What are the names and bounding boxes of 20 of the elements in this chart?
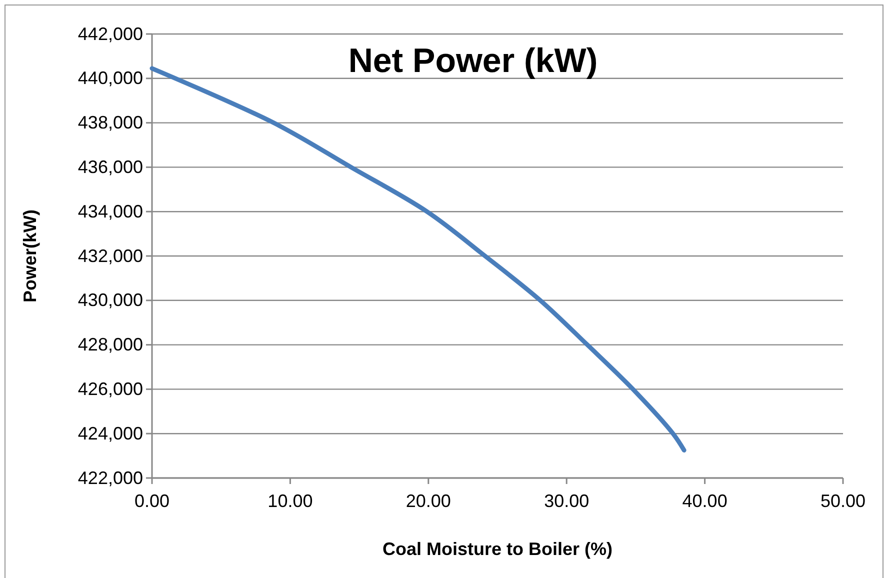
- x-tick-label: 0.00: [134, 490, 170, 511]
- y-tick-label: 438,000: [78, 112, 143, 133]
- x-axis-title: Coal Moisture to Boiler (%): [382, 539, 613, 559]
- x-tick-label: 20.00: [406, 490, 451, 511]
- y-tick-label: 422,000: [78, 468, 143, 488]
- y-tick-label: 436,000: [78, 156, 143, 177]
- y-tick-label: 428,000: [78, 334, 143, 355]
- y-tick-label: 440,000: [78, 68, 143, 88]
- y-tick-label: 434,000: [78, 201, 143, 222]
- y-tick-label: 426,000: [78, 378, 143, 399]
- y-axis-title: Power(kW): [20, 209, 40, 303]
- x-tick-label: 40.00: [682, 490, 728, 511]
- x-tick-label: 50.00: [820, 490, 866, 511]
- y-tick-label: 430,000: [78, 290, 143, 310]
- y-tick-label: 432,000: [78, 246, 143, 266]
- chart-title: Net Power (kW): [348, 42, 598, 80]
- x-tick-label: 30.00: [544, 490, 590, 511]
- y-tick-label: 424,000: [78, 423, 143, 444]
- y-tick-label: 442,000: [78, 24, 143, 44]
- x-tick-label: 10.00: [268, 490, 313, 511]
